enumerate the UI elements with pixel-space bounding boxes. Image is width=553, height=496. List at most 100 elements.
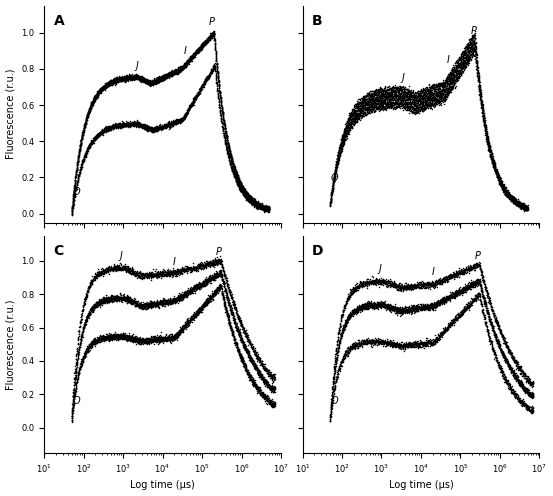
Point [345,345,353,353]
Point [259,379,268,387]
Point [236,182,245,189]
Point [180,62,189,69]
Point [230,162,239,170]
Point [209,260,218,268]
Point [343,314,352,322]
Point [349,310,358,317]
Point [425,340,434,348]
Point [241,190,249,198]
Point [527,380,536,388]
Point [156,122,165,130]
Point [503,379,512,387]
Point [179,323,188,331]
Point [88,138,97,146]
Point [398,338,406,346]
Point [249,200,258,208]
Point [364,301,373,309]
Point [154,125,163,133]
Point [159,76,168,84]
Point [160,120,169,128]
Point [223,298,232,306]
Point [255,387,264,395]
Point [175,118,184,126]
Point [88,277,97,285]
Point [436,331,445,339]
Point [250,348,259,356]
Point [361,340,370,348]
Point [191,282,200,290]
Point [423,104,432,112]
Point [357,307,366,314]
Point [333,353,342,361]
Point [514,395,523,403]
Point [75,327,84,335]
Point [222,132,231,140]
Point [161,298,170,306]
Point [170,118,179,126]
Point [97,128,106,136]
Point [340,126,349,134]
Point [442,325,451,333]
Point [249,345,258,353]
Point [431,280,440,288]
Point [331,358,340,366]
Point [166,71,175,79]
Point [520,384,529,392]
Point [109,122,118,130]
Point [492,335,501,343]
Point [463,262,472,270]
Point [98,299,107,307]
Point [251,348,260,356]
Point [77,136,86,144]
Point [266,383,275,391]
Point [232,304,241,312]
Point [440,276,448,284]
Point [142,78,151,86]
Point [128,73,137,81]
Point [231,167,239,175]
Point [241,193,249,201]
Point [218,290,227,298]
Point [404,308,413,316]
Point [466,40,475,48]
Point [265,205,274,213]
Point [189,284,198,292]
Point [105,263,113,271]
Point [80,121,89,129]
Point [342,128,351,136]
Point [459,66,468,74]
Point [424,304,432,311]
Point [141,302,150,310]
Point [478,110,487,118]
Point [373,99,382,107]
Point [217,270,226,278]
Point [112,73,121,81]
Point [332,160,341,168]
Point [337,316,346,324]
Point [184,57,193,64]
Point [187,55,196,63]
Point [390,341,399,349]
Point [458,306,467,313]
Point [118,73,127,81]
Point [182,290,191,298]
Point [380,277,389,285]
Point [120,120,129,128]
Point [190,263,199,271]
Point [363,103,372,111]
Point [150,334,159,342]
Point [118,295,127,303]
Point [150,301,159,309]
Point [179,114,188,122]
Point [521,378,530,386]
Point [389,82,398,90]
Point [357,101,366,109]
Point [387,339,395,347]
Point [442,324,451,332]
Point [237,184,246,191]
Point [429,91,438,99]
Point [71,170,80,178]
Point [226,290,234,298]
Point [411,339,420,347]
Point [482,325,491,333]
